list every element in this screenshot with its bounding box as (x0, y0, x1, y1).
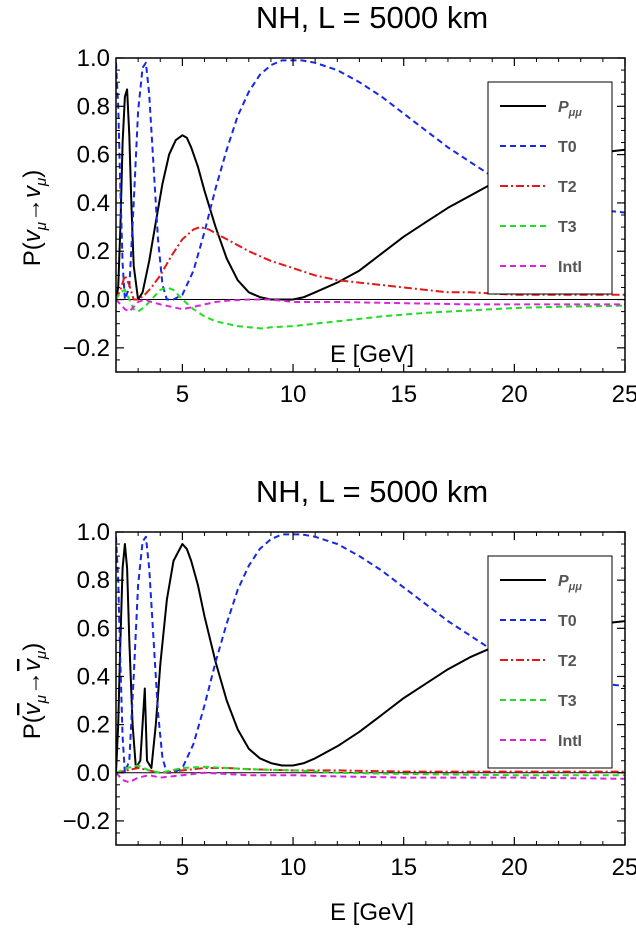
legend-label: IntI (558, 259, 582, 276)
y-tick-label: 0.4 (77, 190, 110, 217)
svg-text:P(vμ→vμ): P(vμ→vμ) (19, 170, 50, 266)
y-tick-label: 1.0 (77, 45, 110, 72)
y-tick-label: 0.2 (77, 238, 110, 265)
y-tick-label: 0.4 (77, 663, 110, 690)
chart-panel-antineutrino: NH, L = 5000 km P(vμ→vμ) E [GeV] 5 10 15 20… (19, 474, 636, 926)
legend-label: T0 (558, 613, 577, 630)
series-line-t3 (116, 764, 625, 777)
series-line-t2 (116, 226, 625, 301)
legend-label: T3 (558, 219, 577, 236)
x-tick-label: 20 (501, 381, 528, 408)
x-tick-label: 20 (501, 854, 528, 881)
x-axis-label: E [GeV] (330, 341, 414, 368)
y-tick-label: 0.0 (77, 760, 110, 787)
series-group (116, 59, 625, 330)
y-tick-label: 0.6 (77, 615, 110, 642)
x-tick-label: 15 (390, 854, 417, 881)
legend-label: T0 (558, 139, 577, 156)
y-tick-label: 0.8 (77, 567, 110, 594)
series-line-p- (116, 543, 625, 773)
legend-label: IntI (558, 733, 582, 750)
x-tick-label: 15 (390, 381, 417, 408)
y-tick-label: 1.0 (77, 519, 110, 546)
chart-title: NH, L = 5000 km (256, 0, 488, 35)
x-tick-label: 25 (612, 381, 636, 408)
legend: Pμμ T0 T2 T3 IntI (487, 81, 613, 295)
series-line-inti (116, 771, 625, 784)
chart-panel-neutrino: NH, L = 5000 km P(vμ→vμ) E [GeV] 5 10 15 20… (19, 0, 636, 408)
x-tick-label: 25 (612, 854, 636, 881)
legend-label: T3 (558, 693, 577, 710)
legend-box (487, 81, 613, 295)
legend-box (487, 555, 613, 769)
x-axis-label: E [GeV] (330, 899, 414, 926)
series-line-t0 (116, 533, 625, 774)
series-line-t2 (116, 767, 625, 774)
series-line-inti (116, 298, 625, 313)
x-tick-label: 10 (280, 381, 307, 408)
y-tick-label: −0.2 (63, 808, 110, 835)
y-tick-label: 0.8 (77, 93, 110, 120)
x-tick-label: 5 (176, 854, 189, 881)
legend-label: Pμμ (558, 573, 582, 593)
y-tick-label: 0.2 (77, 712, 110, 739)
x-tick-label: 5 (176, 381, 189, 408)
y-tick-label: 0.6 (77, 142, 110, 169)
x-tick-label: 10 (280, 854, 307, 881)
svg-text:P(vμ→vμ): P(vμ→vμ) (19, 643, 50, 739)
chart-title: NH, L = 5000 km (256, 474, 488, 509)
y-axis-label: P(vμ→vμ) (19, 643, 50, 739)
y-tick-label: −0.2 (63, 335, 110, 362)
legend-label: T2 (558, 653, 577, 670)
y-tick-label: 0.0 (77, 287, 110, 314)
legend: Pμμ T0 T2 T3 IntI (487, 555, 613, 769)
legend-label: T2 (558, 179, 577, 196)
legend-label: Pμμ (558, 99, 582, 119)
y-axis-label: P(vμ→vμ) (19, 170, 50, 266)
series-line-t3 (116, 286, 625, 330)
series-group (116, 533, 625, 784)
